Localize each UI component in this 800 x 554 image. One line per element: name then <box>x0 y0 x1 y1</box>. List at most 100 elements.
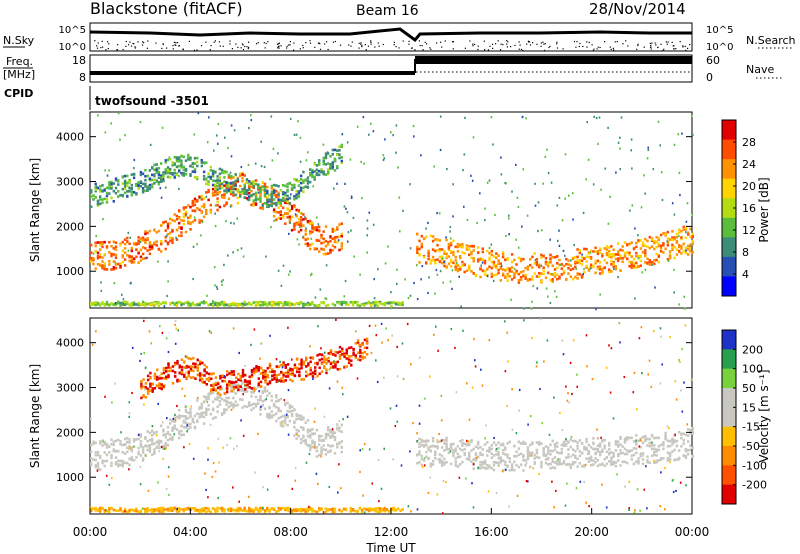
scatter-cell <box>488 446 491 450</box>
scatter-cell <box>481 465 484 469</box>
search-dot <box>522 49 524 51</box>
scatter-cell <box>410 363 412 366</box>
scatter-cell <box>207 303 210 307</box>
scatter-cell <box>140 382 143 386</box>
scatter-cell <box>318 161 321 165</box>
scatter-cell <box>189 164 192 168</box>
search-dot <box>137 41 139 43</box>
scatter-cell <box>193 200 197 203</box>
scatter-cell <box>259 206 262 210</box>
scatter-cell <box>668 458 672 461</box>
scatter-cell <box>653 259 656 262</box>
scatter-cell <box>155 441 158 444</box>
scatter-cell <box>486 267 489 271</box>
scatter-cell <box>193 162 197 165</box>
scatter-cell <box>612 454 615 458</box>
scatter-cell <box>108 507 111 511</box>
scatter-cell <box>655 245 658 249</box>
scatter-cell <box>311 439 314 443</box>
scatter-cell <box>99 454 102 458</box>
scatter-cell <box>468 253 471 257</box>
scatter-cell <box>657 459 660 462</box>
search-dot <box>116 49 119 51</box>
scatter-cell <box>279 210 282 213</box>
scatter-cell <box>277 409 280 413</box>
scatter-cell <box>596 447 600 451</box>
scatter-cell <box>169 422 172 425</box>
scatter-cell <box>449 241 453 245</box>
scatter-cell <box>164 247 167 251</box>
scatter-cell <box>436 238 439 242</box>
scatter-cell <box>454 263 457 266</box>
scatter-cell <box>220 182 224 186</box>
scatter-cell <box>666 230 670 234</box>
scatter-cell <box>90 506 93 510</box>
scatter-cell <box>558 459 561 462</box>
scatter-cell <box>323 358 326 361</box>
scatter-cell <box>295 189 298 193</box>
scatter-cell <box>234 187 237 191</box>
scatter-cell <box>178 300 181 304</box>
scatter-cell <box>331 165 334 168</box>
scatter-cell <box>420 245 423 249</box>
scatter-cell <box>192 356 195 360</box>
scatter-cell <box>429 445 432 448</box>
search-dot <box>419 44 421 47</box>
scatter-cell <box>350 346 353 349</box>
scatter-cell <box>306 303 310 307</box>
scatter-cell <box>227 509 231 513</box>
scatter-cell <box>117 112 120 115</box>
scatter-cell <box>605 456 609 459</box>
scatter-cell <box>576 255 579 259</box>
scatter-cell <box>585 448 588 451</box>
scatter-cell <box>515 271 518 275</box>
scatter-cell <box>486 441 489 444</box>
scatter-cell <box>671 443 674 446</box>
scatter-cell <box>101 260 104 263</box>
scatter-cell <box>254 162 257 165</box>
scatter-cell <box>259 408 262 412</box>
scatter-cell <box>513 258 516 262</box>
scatter-cell <box>668 254 672 258</box>
scatter-cell <box>517 205 520 209</box>
search-dot <box>666 43 668 45</box>
scatter-cell <box>510 468 514 472</box>
scatter-cell <box>583 270 586 274</box>
scatter-cell <box>290 409 294 413</box>
scatter-cell <box>236 178 240 181</box>
scatter-cell <box>214 224 217 228</box>
scatter-cell <box>266 185 269 189</box>
scatter-cell <box>268 412 271 416</box>
scatter-cell <box>99 248 102 251</box>
scatter-cell <box>630 449 633 452</box>
scatter-cell <box>281 302 285 305</box>
scatter-cell <box>342 301 346 305</box>
scatter-cell <box>130 193 133 197</box>
search-dot <box>682 45 684 47</box>
search-dot <box>612 47 614 49</box>
nave-tick-bottom: 0 <box>706 71 713 84</box>
search-dot <box>597 46 599 48</box>
scatter-cell <box>304 216 306 219</box>
scatter-cell <box>585 264 588 268</box>
scatter-cell <box>329 428 332 432</box>
scatter-cell <box>325 297 328 300</box>
scatter-cell <box>90 251 93 255</box>
scatter-cell <box>646 239 649 243</box>
scatter-cell <box>327 428 330 432</box>
scatter-cell <box>344 365 347 369</box>
scatter-cell <box>160 180 163 183</box>
scatter-cell <box>99 243 102 247</box>
scatter-cell <box>236 196 240 200</box>
scatter-cell <box>324 156 328 160</box>
scatter-cell <box>576 444 579 448</box>
scatter-cell <box>621 257 624 260</box>
scatter-cell <box>275 376 278 380</box>
scatter-cell <box>560 451 563 454</box>
scatter-cell <box>223 510 226 513</box>
scatter-cell <box>194 365 197 369</box>
scatter-cell <box>610 456 613 459</box>
scatter-cell <box>571 257 575 260</box>
scatter-cell <box>216 509 219 513</box>
search-dot <box>526 43 528 45</box>
